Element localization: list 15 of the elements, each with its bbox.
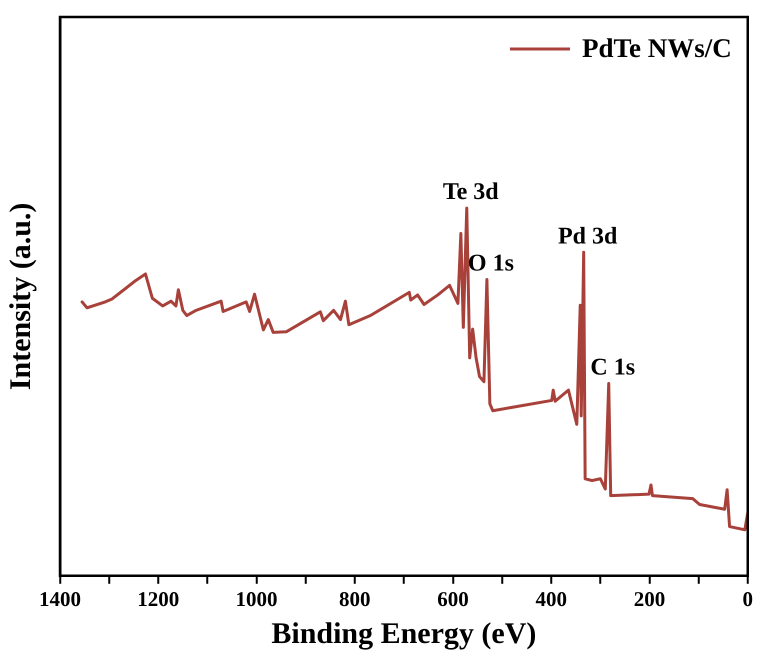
y-axis-title: Intensity (a.u.) — [4, 202, 37, 390]
x-tick-label: 600 — [437, 586, 469, 611]
annotation: O 1s — [468, 250, 514, 276]
legend-label: PdTe NWs/C — [582, 32, 732, 63]
x-tick-label: 0 — [742, 586, 753, 611]
x-axis-title: Binding Energy (eV) — [271, 616, 536, 650]
x-tick-label: 400 — [536, 586, 567, 611]
x-tick-label: 1000 — [236, 586, 278, 611]
x-tick-label: 800 — [339, 586, 370, 611]
annotation: C 1s — [590, 354, 636, 381]
annotation: Te 3d — [442, 179, 500, 206]
x-tick-label: 200 — [634, 586, 666, 611]
x-tick-label: 1400 — [39, 586, 81, 611]
x-tick-label: 1200 — [137, 586, 180, 611]
annotation: Pd 3d — [558, 223, 618, 250]
